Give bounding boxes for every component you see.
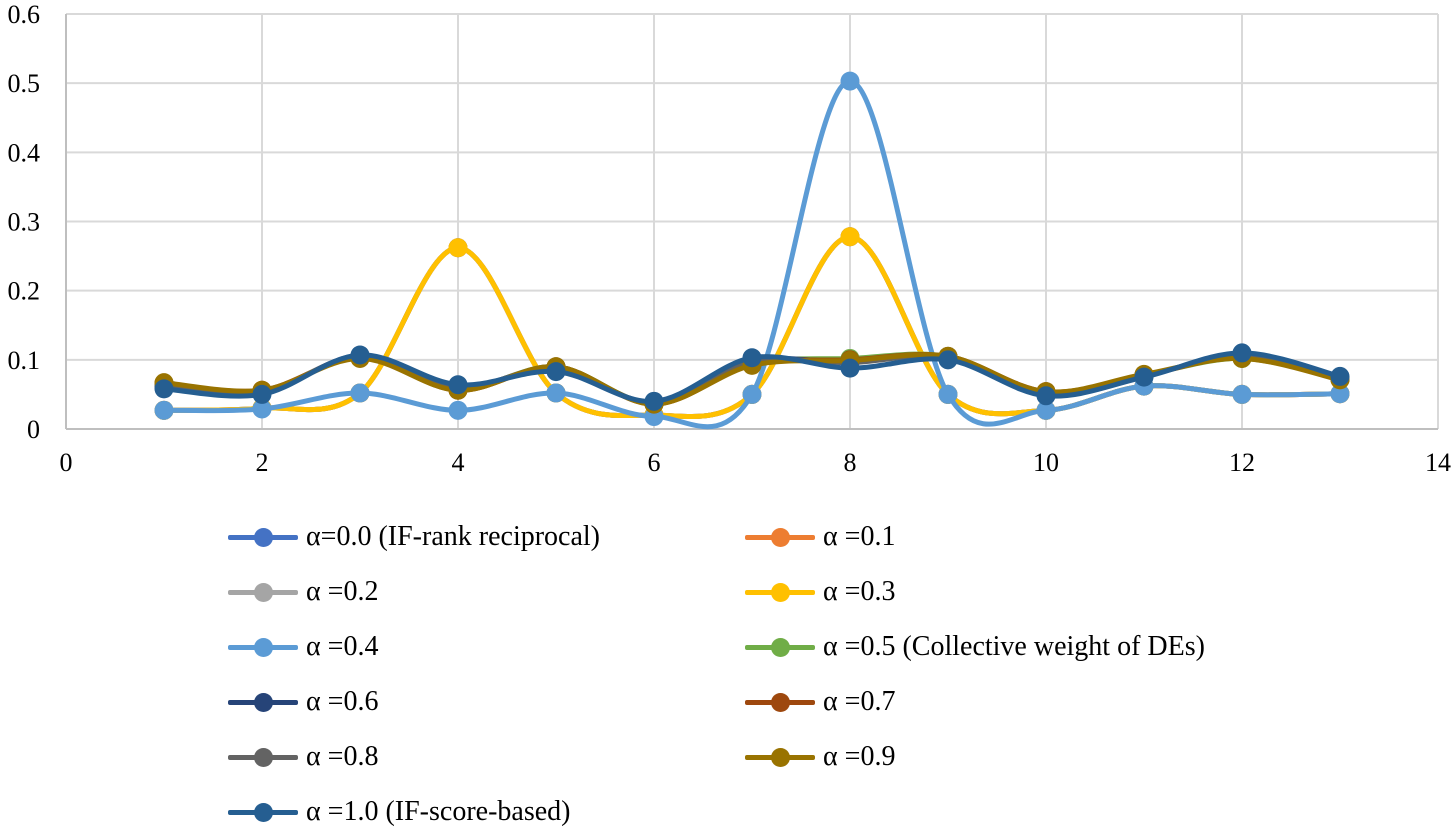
legend-swatch [228, 792, 298, 832]
data-point [1232, 343, 1252, 363]
data-point [350, 345, 370, 365]
x-tick-label: 14 [1425, 448, 1451, 477]
y-tick-label: 0.3 [8, 208, 41, 237]
data-point [1330, 384, 1350, 404]
data-point [644, 391, 664, 411]
y-tick-label: 0.6 [8, 0, 41, 29]
y-tick-label: 0.2 [8, 277, 41, 306]
data-point [448, 238, 468, 258]
data-point [546, 383, 566, 403]
legend-label: α =0.1 [823, 521, 896, 552]
data-point [1232, 384, 1252, 404]
series-10 [154, 343, 1350, 411]
legend-label: α =1.0 (IF-score-based) [306, 796, 571, 827]
tick-labels: 0 2 4 6 8 10 12 14 0 0.1 0.2 0.3 0.4 0.5 0.6 [8, 0, 1452, 477]
x-tick-label: 10 [1033, 448, 1059, 477]
legend-label: α =0.6 [306, 686, 379, 717]
x-tick-label: 4 [452, 448, 465, 477]
y-tick-label: 0.5 [8, 69, 41, 98]
legend-label: α =0.4 [306, 631, 379, 662]
line-chart: 0 2 4 6 8 10 12 14 0 0.1 0.2 0.3 0.4 0.5 0.6 [8, 0, 1452, 477]
data-point [154, 379, 174, 399]
x-tick-label: 0 [60, 448, 73, 477]
data-point [938, 350, 958, 370]
legend-swatch [228, 627, 298, 667]
legend-item: α =0.5 (Collective weight of DEs) [745, 627, 1205, 667]
data-point [1036, 400, 1056, 420]
data-point [154, 400, 174, 420]
data-point [840, 227, 860, 247]
data-point [252, 399, 272, 419]
data-point [1036, 386, 1056, 406]
legend-label: α=0.0 (IF-rank reciprocal) [306, 521, 600, 552]
data-point [448, 375, 468, 395]
legend-label: α =0.3 [823, 576, 896, 607]
y-tick-label: 0.4 [8, 138, 41, 167]
legend-item: α =0.1 [745, 517, 895, 557]
legend-swatch [228, 682, 298, 722]
data-point [448, 400, 468, 420]
series-line [161, 78, 1343, 430]
legend-item: α =0.3 [745, 572, 895, 612]
data-point [742, 348, 762, 368]
legend-item: α =0.6 [228, 682, 378, 722]
y-tick-label: 0.1 [8, 346, 41, 375]
x-tick-label: 12 [1229, 448, 1255, 477]
legend-label: α =0.8 [306, 741, 379, 772]
gridlines [66, 13, 1439, 429]
legend-item: α =0.2 [228, 572, 378, 612]
legend-item: α =0.8 [228, 737, 378, 777]
legend-label: α =0.5 (Collective weight of DEs) [823, 631, 1205, 662]
legend-swatch [745, 737, 815, 777]
y-tick-label: 0 [27, 415, 40, 444]
legend-swatch [228, 517, 298, 557]
legend-swatch [745, 517, 815, 557]
legend-swatch [745, 627, 815, 667]
data-point [350, 383, 370, 403]
legend-item: α =0.9 [745, 737, 895, 777]
legend-item: α =0.4 [228, 627, 378, 667]
chart-legend: α=0.0 (IF-rank reciprocal) α =0.1 α =0.2 α … [0, 505, 1455, 832]
series-layer [154, 71, 1350, 430]
legend-swatch [228, 572, 298, 612]
data-point [840, 358, 860, 378]
data-point [1134, 367, 1154, 387]
axes [65, 14, 1438, 430]
legend-label: α =0.7 [823, 686, 896, 717]
data-point [1330, 366, 1350, 386]
legend-item: α =1.0 (IF-score-based) [228, 792, 570, 832]
legend-swatch [228, 737, 298, 777]
legend-item: α=0.0 (IF-rank reciprocal) [228, 517, 600, 557]
data-point [840, 71, 860, 91]
x-tick-label: 8 [844, 448, 857, 477]
legend-label: α =0.2 [306, 576, 379, 607]
data-point [742, 384, 762, 404]
x-tick-label: 2 [256, 448, 269, 477]
data-point [252, 384, 272, 404]
legend-swatch [745, 682, 815, 722]
x-tick-label: 6 [648, 448, 661, 477]
legend-label: α =0.9 [823, 741, 896, 772]
data-point [546, 362, 566, 382]
legend-item: α =0.7 [745, 682, 895, 722]
legend-swatch [745, 572, 815, 612]
data-point [938, 384, 958, 404]
